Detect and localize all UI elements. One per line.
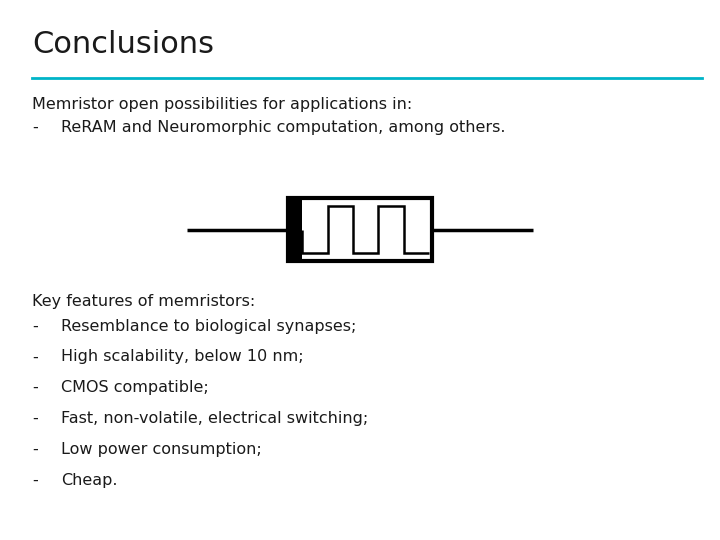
Text: Fast, non-volatile, electrical switching;: Fast, non-volatile, electrical switching… xyxy=(61,411,369,426)
Text: -: - xyxy=(32,472,38,488)
Text: Conclusions: Conclusions xyxy=(32,30,215,59)
Text: High scalability, below 10 nm;: High scalability, below 10 nm; xyxy=(61,349,304,364)
Text: Cheap.: Cheap. xyxy=(61,472,117,488)
Text: Low power consumption;: Low power consumption; xyxy=(61,442,262,457)
Text: -: - xyxy=(32,380,38,395)
Text: CMOS compatible;: CMOS compatible; xyxy=(61,380,209,395)
Bar xyxy=(288,199,302,261)
Text: -: - xyxy=(32,120,38,135)
Text: -: - xyxy=(32,442,38,457)
Text: -: - xyxy=(32,411,38,426)
Text: Memristor open possibilities for applications in:: Memristor open possibilities for applica… xyxy=(32,97,413,112)
Text: -: - xyxy=(32,349,38,364)
Text: Key features of memristors:: Key features of memristors: xyxy=(32,294,256,309)
Text: -: - xyxy=(32,319,38,334)
Text: ReRAM and Neuromorphic computation, among others.: ReRAM and Neuromorphic computation, amon… xyxy=(61,120,505,135)
Bar xyxy=(288,199,432,261)
Text: Resemblance to biological synapses;: Resemblance to biological synapses; xyxy=(61,319,356,334)
